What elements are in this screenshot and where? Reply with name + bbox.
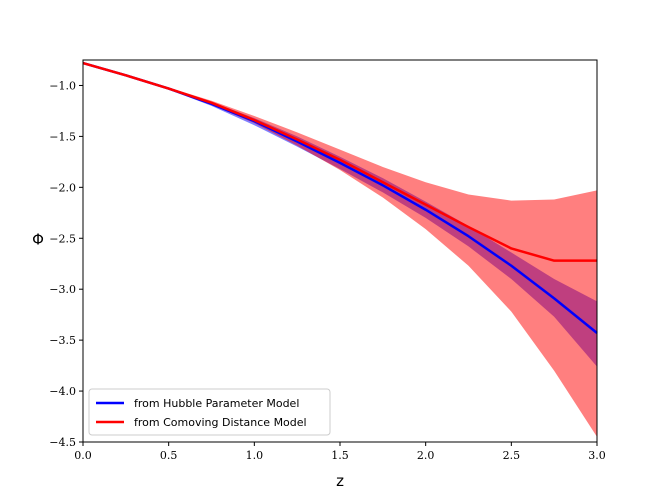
x-axis-ticks: 0.0 0.5 1.0 1.5 2.0 2.5 3.0 [74, 442, 606, 462]
x-tick-label: 2.0 [417, 449, 435, 462]
series-lines [82, 61, 598, 334]
y-tick-label: −3.5 [49, 334, 76, 347]
legend-entry: from Comoving Distance Model [134, 416, 307, 429]
y-tick-label: −4.0 [49, 385, 76, 398]
y-tick-label: −1.5 [49, 130, 76, 143]
legend-entry: from Hubble Parameter Model [134, 397, 299, 410]
x-tick-label: 2.5 [503, 449, 521, 462]
y-tick-label: −2.5 [49, 232, 76, 245]
x-tick-label: 1.5 [331, 449, 349, 462]
y-axis-label: Φ [32, 230, 44, 248]
y-tick-label: −3.0 [49, 283, 76, 296]
y-tick-label: −4.5 [49, 436, 76, 449]
legend-box [88, 388, 331, 436]
y-tick-label: −2.0 [49, 181, 76, 194]
x-tick-label: 3.0 [588, 449, 606, 462]
legend: from Hubble Parameter Model from Comoving… [88, 388, 331, 436]
line-series-1 [82, 61, 597, 262]
confidence-bands [83, 63, 597, 437]
x-tick-label: 1.0 [246, 449, 264, 462]
band-series-1 [83, 63, 597, 437]
x-tick-label: 0.0 [74, 449, 92, 462]
x-tick-label: 0.5 [160, 449, 178, 462]
y-axis-ticks: −1.0 −1.5 −2.0 −2.5 −3.0 −3.5 −4.0 −4.5 [49, 79, 83, 449]
x-axis-label: z [336, 472, 344, 490]
y-tick-label: −1.0 [49, 79, 76, 92]
